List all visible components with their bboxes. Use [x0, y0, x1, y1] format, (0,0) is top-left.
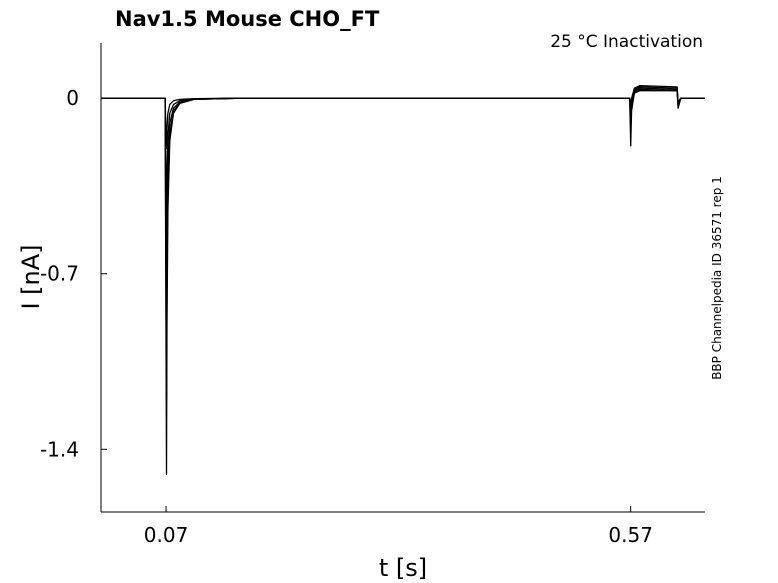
- condition-annotation: 25 °C Inactivation: [550, 32, 703, 52]
- y-tick-label: -0.7: [40, 262, 79, 286]
- x-tick-label: 0.07: [144, 523, 189, 547]
- current-trace-5: [101, 84, 705, 149]
- y-tick-label: -1.4: [40, 437, 79, 461]
- y-axis-label: I [nA]: [17, 244, 45, 309]
- x-tick-label: 0.57: [608, 523, 653, 547]
- source-id-label: BBP Channelpedia ID 36571 rep 1: [710, 176, 724, 380]
- x-axis-label: t [s]: [379, 554, 427, 582]
- tick-layer: 0.07 0.57 0 -0.7 -1.4: [40, 86, 653, 547]
- y-tick-label: 0: [66, 86, 79, 110]
- series-layer: [101, 84, 705, 476]
- chart-title: Nav1.5 Mouse CHO_FT: [115, 7, 380, 31]
